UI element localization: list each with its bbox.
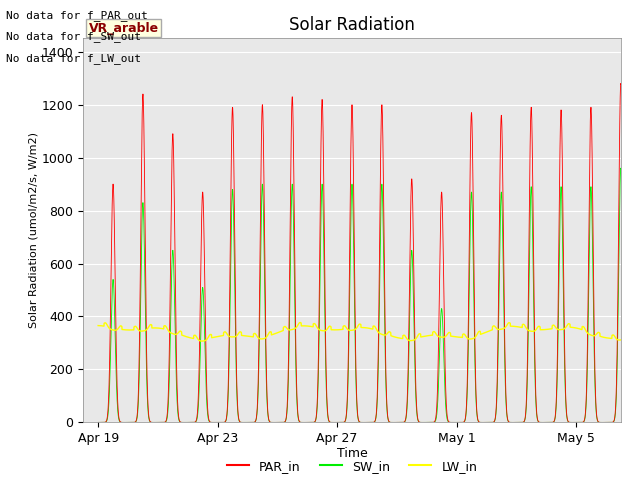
Text: No data for f_LW_out: No data for f_LW_out: [6, 53, 141, 64]
Legend: PAR_in, SW_in, LW_in: PAR_in, SW_in, LW_in: [221, 455, 483, 478]
Text: No data for f_SW_out: No data for f_SW_out: [6, 31, 141, 42]
Title: Solar Radiation: Solar Radiation: [289, 16, 415, 34]
Y-axis label: Solar Radiation (umol/m2/s, W/m2): Solar Radiation (umol/m2/s, W/m2): [29, 132, 39, 328]
Text: VR_arable: VR_arable: [88, 22, 159, 35]
X-axis label: Time: Time: [337, 446, 367, 459]
Text: No data for f_PAR_out: No data for f_PAR_out: [6, 10, 148, 21]
